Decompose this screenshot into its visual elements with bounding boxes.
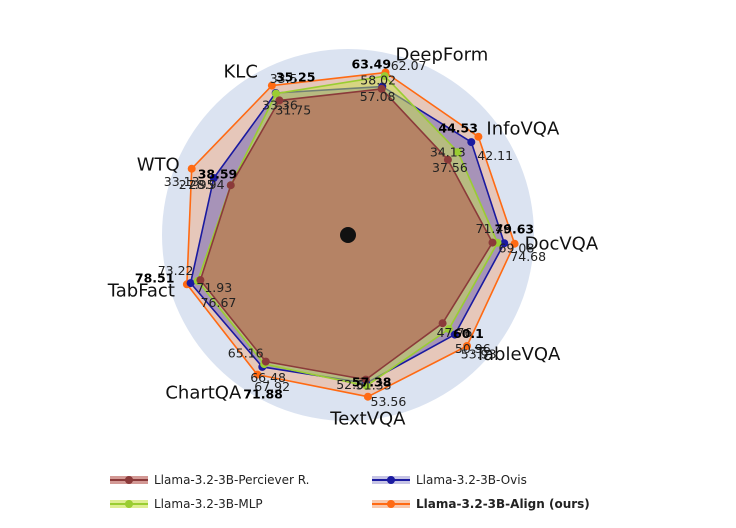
data-point <box>500 239 509 248</box>
data-label: 53.56 <box>371 394 407 409</box>
data-point <box>272 89 280 98</box>
data-label: 66.48 <box>250 370 286 385</box>
data-label: 71.88 <box>243 387 283 402</box>
data-point <box>438 319 447 328</box>
series-markers <box>182 68 519 401</box>
data-label: 44.53 <box>438 121 478 136</box>
data-label: 51.33 <box>356 378 392 393</box>
legend-label: Llama-3.2-3B-Ovis <box>416 473 527 487</box>
legend-label: Llama-3.2-3B-Align (ours) <box>416 497 590 511</box>
data-point <box>454 148 462 157</box>
legend-item-ovis: Llama-3.2-3B-Ovis <box>372 470 527 490</box>
data-point <box>510 239 519 248</box>
data-label: 65.16 <box>228 346 264 361</box>
data-label: 63.49 <box>352 57 392 72</box>
data-point <box>444 325 453 334</box>
data-point <box>362 381 371 390</box>
data-point <box>474 132 483 141</box>
data-label: 47.76 <box>437 325 473 340</box>
data-point <box>267 81 276 90</box>
legend-label: Llama-3.2-3B-Perciever R. <box>154 473 310 487</box>
data-point <box>450 330 459 339</box>
data-label: 53.93 <box>461 347 497 362</box>
axis-label-wtq: WTQ <box>137 155 180 176</box>
data-label: 79.63 <box>495 222 535 237</box>
data-point <box>253 370 262 379</box>
axis-label-chartqa: ChartQA <box>165 383 242 404</box>
axis-label-deepform: DeepForm <box>396 45 489 66</box>
axis-label-tablevqa: TableVQA <box>474 344 561 365</box>
data-label: 37.56 <box>432 160 468 175</box>
data-label: 58.02 <box>360 73 396 88</box>
data-label: 31.75 <box>275 102 311 117</box>
data-label: 62.07 <box>391 58 427 73</box>
axis-label-docvqa: DocVQA <box>525 234 599 255</box>
legend-item-align: Llama-3.2-3B-Align (ours) <box>372 494 590 514</box>
radar-chart: 57.08 34.13 69.08 47.76 51.33 65.16 71.93 27.95… <box>107 45 599 430</box>
data-label: 50.96 <box>455 341 491 356</box>
data-label: 67.92 <box>254 379 290 394</box>
data-label: 76.67 <box>201 295 237 310</box>
data-label: 71.93 <box>196 280 232 295</box>
data-label: 60.1 <box>453 326 484 341</box>
data-point <box>275 96 284 105</box>
legend-swatch-align <box>372 498 410 510</box>
data-point <box>187 164 196 173</box>
data-label: 69.08 <box>499 241 535 256</box>
data-label: 33.36 <box>262 98 298 113</box>
legend-label: Llama-3.2-3B-MLP <box>154 497 263 511</box>
axis-labels: DeepForm InfoVQA DocVQA TableVQA TextVQA Char… <box>107 45 599 430</box>
legend-swatch-ovis <box>372 474 410 486</box>
data-label: 42.11 <box>477 148 513 163</box>
data-point <box>261 357 270 366</box>
data-label: 57.38 <box>352 375 392 390</box>
legend-item-perciever: Llama-3.2-3B-Perciever R. <box>110 470 310 490</box>
data-point <box>377 84 386 93</box>
data-point <box>363 392 372 401</box>
data-point <box>361 375 370 384</box>
legend-swatch-mlp <box>110 498 148 510</box>
data-point <box>488 238 497 247</box>
center-marker <box>340 227 356 243</box>
axis-label-textvqa: TextVQA <box>329 409 406 430</box>
data-point <box>467 138 476 147</box>
data-point <box>443 155 452 164</box>
legend-item-mlp: Llama-3.2-3B-MLP <box>110 494 263 514</box>
data-label: 38.59 <box>198 167 238 182</box>
data-label: 74.68 <box>510 249 546 264</box>
data-label: 52.6 <box>336 377 364 392</box>
data-label: 71.46 <box>476 221 512 236</box>
data-point <box>196 276 205 285</box>
data-label: 27.95 <box>179 177 215 192</box>
data-label: 78.51 <box>135 270 175 285</box>
legend: Llama-3.2-3B-Perciever R. Llama-3.2-3B-O… <box>110 470 630 520</box>
data-labels: 57.08 34.13 69.08 47.76 51.33 65.16 71.93 27.95… <box>135 57 546 409</box>
data-label: 34.13 <box>430 145 466 160</box>
data-point <box>186 279 195 288</box>
axis-label-klc: KLC <box>223 62 257 83</box>
data-label: 28.94 <box>189 177 225 192</box>
data-label: 57.08 <box>360 89 396 104</box>
axis-label-tabfact: TabFact <box>107 280 175 301</box>
data-label: 33.5 <box>270 71 298 86</box>
data-point <box>463 342 471 350</box>
data-point <box>380 72 389 81</box>
data-label: 33.13 <box>164 174 200 189</box>
data-label: 35.25 <box>276 70 316 85</box>
axis-label-infovqa: InfoVQA <box>486 119 560 140</box>
legend-swatch-perciever <box>110 474 148 486</box>
data-point <box>226 181 235 190</box>
data-point <box>209 174 218 182</box>
data-label: 73.22 <box>158 263 194 278</box>
